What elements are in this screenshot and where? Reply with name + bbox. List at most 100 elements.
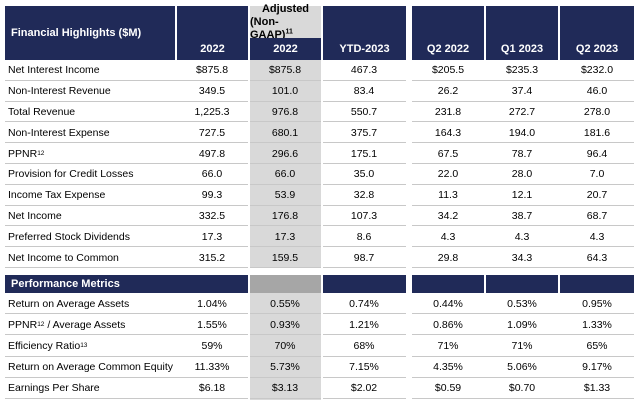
performance-cell-adjusted-2022: 70% — [274, 339, 296, 352]
financial-cell-ytd-2023: 8.6 — [356, 230, 372, 243]
performance-cell-ytd-2023: 68% — [353, 339, 375, 352]
header-col-adjusted-2022: 2022 — [250, 38, 321, 60]
header-col-2022: 2022 — [177, 38, 248, 60]
financial-row: Preferred Stock Dividends 17.3 17.3 8.6 4.3 4… — [0, 226, 640, 247]
row-divider — [323, 246, 406, 248]
performance-row-label: Return on Average Common Equity — [8, 361, 173, 374]
financial-cell-ytd-2023: 550.7 — [350, 105, 378, 118]
financial-row-label: Provision for Credit Losses — [8, 168, 134, 181]
financial-cell-adjusted-2022: 176.8 — [271, 209, 299, 222]
financial-row: Net Income to Common 315.2 159.5 98.7 29.8 34… — [0, 247, 640, 268]
row-divider — [412, 142, 634, 144]
financial-cell-2022: 332.5 — [198, 209, 226, 222]
header-col-q2-2023-top — [560, 6, 634, 38]
row-divider — [5, 79, 248, 81]
financial-cell-2022: 99.3 — [201, 189, 223, 202]
row-divider — [250, 100, 321, 102]
performance-row: Efficiency Ratio 13 59% 70% 68% 71% 71% 65% — [0, 335, 640, 356]
row-divider — [323, 79, 406, 81]
financial-row: Net Interest Income $875.8 $875.8 467.3 $205… — [0, 60, 640, 81]
performance-cell-q2-2023: 1.33% — [582, 318, 612, 331]
financial-cell-q2-2022: 4.3 — [440, 230, 456, 243]
header-col-q1-2023-top — [486, 6, 558, 38]
financial-cell-adjusted-2022: 976.8 — [271, 105, 299, 118]
financial-row-label: Total Revenue — [8, 105, 76, 118]
financial-cell-2022: 66.0 — [201, 168, 223, 181]
financial-cell-ytd-2023: 83.4 — [353, 85, 375, 98]
table-title-text: Financial Highlights ($M) — [11, 27, 142, 39]
financial-cell-ytd-2023: 467.3 — [350, 64, 378, 77]
financial-cell-q1-2023: 28.0 — [511, 168, 533, 181]
row-divider — [5, 246, 248, 248]
performance-row-label: Efficiency Ratio 13 — [8, 339, 88, 352]
financial-cell-adjusted-2022: 680.1 — [271, 126, 299, 139]
row-divider — [412, 334, 634, 336]
row-divider — [412, 355, 634, 357]
row-divider — [323, 225, 406, 227]
financial-row-label: Income Tax Expense — [8, 189, 106, 202]
row-divider — [5, 334, 248, 336]
financial-row: Income Tax Expense 99.3 53.9 32.8 11.3 12.1 20… — [0, 185, 640, 206]
row-divider — [250, 204, 321, 206]
performance-row-label: Return on Average Assets — [8, 297, 130, 310]
performance-row-label: Earnings Per Share — [8, 382, 100, 395]
performance-cell-ytd-2023: $2.02 — [350, 382, 378, 395]
row-divider — [323, 121, 406, 123]
financial-cell-q1-2023: 37.4 — [511, 85, 533, 98]
row-divider — [412, 376, 634, 378]
financial-cell-q2-2022: 34.2 — [437, 209, 459, 222]
financial-cell-q2-2023: $232.0 — [580, 64, 614, 77]
financial-row-label: Net Income to Common — [8, 251, 119, 264]
row-divider — [5, 100, 248, 102]
row-divider — [412, 267, 634, 268]
financial-cell-2022: 1,225.3 — [194, 105, 230, 118]
performance-cell-q2-2023: $1.33 — [583, 382, 611, 395]
financial-cell-q2-2022: 11.3 — [438, 189, 458, 202]
financial-row-label: Non-Interest Expense — [8, 126, 110, 139]
header-col-ytd-2023: YTD-2023 — [323, 38, 406, 60]
row-divider — [5, 376, 248, 378]
financial-row: Total Revenue 1,225.3 976.8 550.7 231.8 272.7… — [0, 102, 640, 123]
financial-cell-adjusted-2022: 159.5 — [271, 251, 299, 264]
performance-cell-q1-2023: 71% — [511, 339, 533, 352]
performance-row: Earnings Per Share $6.18 $3.13 $2.02 $0.59 $0… — [0, 378, 640, 399]
adjusted-column-shade — [250, 60, 321, 268]
financial-cell-q1-2023: 194.0 — [508, 126, 536, 139]
performance-header-q1-2023 — [486, 275, 558, 293]
row-divider — [5, 225, 248, 227]
financial-cell-adjusted-2022: 17.3 — [274, 230, 296, 243]
row-divider — [412, 163, 634, 164]
performance-header-ytd — [323, 275, 406, 293]
adjusted-label: Adjusted — [261, 2, 310, 15]
row-divider — [323, 183, 406, 185]
row-divider — [323, 142, 406, 144]
financial-cell-2022: 497.8 — [198, 147, 226, 160]
performance-cell-2022: 1.55% — [197, 318, 227, 331]
row-divider — [412, 100, 634, 102]
financial-row: PPNR 12 497.8 296.6 175.1 67.5 78.7 96.4 — [0, 143, 640, 164]
financial-cell-q2-2022: $205.5 — [431, 64, 465, 77]
financial-cell-ytd-2023: 35.0 — [353, 168, 375, 181]
performance-cell-adjusted-2022: 0.93% — [270, 318, 300, 331]
row-divider — [250, 246, 321, 248]
performance-cell-ytd-2023: 1.21% — [349, 318, 379, 331]
header-col-2022-top — [177, 6, 248, 38]
row-divider — [323, 204, 406, 206]
financial-cell-q2-2022: 26.2 — [437, 85, 459, 98]
financial-cell-2022: 17.3 — [201, 230, 223, 243]
financial-cell-adjusted-2022: 101.0 — [271, 85, 299, 98]
financial-cell-adjusted-2022: $875.8 — [268, 64, 302, 77]
financial-cell-q1-2023: $235.3 — [505, 64, 539, 77]
financial-row-label: Non-Interest Revenue — [8, 85, 111, 98]
row-divider — [250, 376, 321, 378]
row-divider — [250, 267, 321, 268]
row-divider — [250, 313, 321, 315]
financial-cell-q1-2023: 38.7 — [511, 209, 533, 222]
row-divider — [323, 163, 406, 164]
row-divider — [5, 398, 248, 399]
table-title: Financial Highlights ($M) — [5, 6, 175, 60]
row-divider — [323, 376, 406, 378]
financial-cell-2022: $875.8 — [195, 64, 229, 77]
financial-cell-q2-2023: 20.7 — [586, 189, 608, 202]
financial-cell-q1-2023: 4.3 — [514, 230, 530, 243]
